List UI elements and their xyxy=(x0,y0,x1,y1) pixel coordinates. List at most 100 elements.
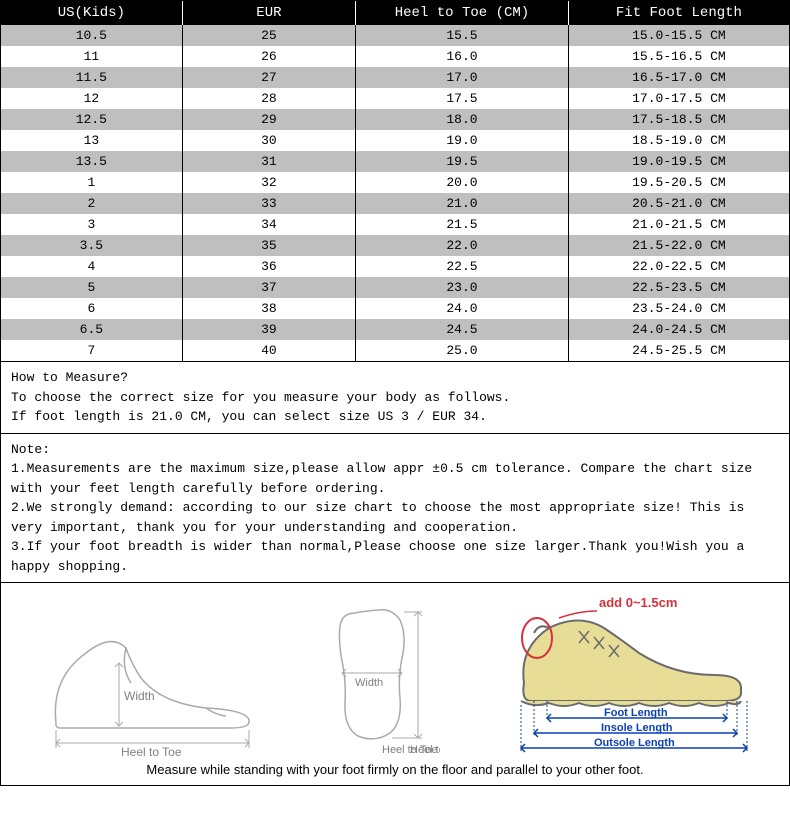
add-label: add 0~1.5cm xyxy=(599,595,677,610)
table-cell: 15.0-15.5 CM xyxy=(568,25,789,46)
insole-length-label: Insole Length xyxy=(601,722,673,734)
table-cell: 24.0 xyxy=(356,298,569,319)
table-cell: 32 xyxy=(182,172,355,193)
diagram-area: Width Heel to Toe Width xyxy=(1,582,789,758)
table-row: 13.53119.519.0-19.5 CM xyxy=(1,151,789,172)
width-label: Width xyxy=(124,689,155,703)
table-cell: 3 xyxy=(1,214,182,235)
table-cell: 4 xyxy=(1,256,182,277)
table-cell: 22.0-22.5 CM xyxy=(568,256,789,277)
table-row: 74025.024.5-25.5 CM xyxy=(1,340,789,361)
foot-length-label: Foot Length xyxy=(604,707,668,719)
table-cell: 11.5 xyxy=(1,67,182,88)
table-cell: 19.5-20.5 CM xyxy=(568,172,789,193)
table-cell: 17.5-18.5 CM xyxy=(568,109,789,130)
table-cell: 12.5 xyxy=(1,109,182,130)
table-cell: 25.0 xyxy=(356,340,569,361)
table-cell: 21.0 xyxy=(356,193,569,214)
table-cell: 10.5 xyxy=(1,25,182,46)
size-chart-container: US(Kids)EURHeel to Toe (CM)Fit Foot Leng… xyxy=(0,0,790,786)
measure-line: To choose the correct size for you measu… xyxy=(11,388,779,408)
measure-title: How to Measure? xyxy=(11,368,779,388)
table-row: 122817.517.0-17.5 CM xyxy=(1,88,789,109)
table-cell: 6 xyxy=(1,298,182,319)
table-cell: 34 xyxy=(182,214,355,235)
size-table: US(Kids)EURHeel to Toe (CM)Fit Foot Leng… xyxy=(1,1,789,361)
diagram-caption: Measure while standing with your foot fi… xyxy=(1,758,789,785)
table-header-row: US(Kids)EURHeel to Toe (CM)Fit Foot Leng… xyxy=(1,1,789,25)
table-cell: 26 xyxy=(182,46,355,67)
table-cell: 19.0-19.5 CM xyxy=(568,151,789,172)
table-cell: 18.5-19.0 CM xyxy=(568,130,789,151)
table-cell: 17.5 xyxy=(356,88,569,109)
table-cell: 22.5-23.5 CM xyxy=(568,277,789,298)
table-header-cell: Heel to Toe (CM) xyxy=(356,1,569,25)
table-cell: 1 xyxy=(1,172,182,193)
table-cell: 30 xyxy=(182,130,355,151)
shoe-diagram: add 0~1.5cm xyxy=(489,593,759,758)
table-cell: 6.5 xyxy=(1,319,182,340)
table-row: 63824.023.5-24.0 CM xyxy=(1,298,789,319)
table-header-cell: Fit Foot Length xyxy=(568,1,789,25)
table-row: 53723.022.5-23.5 CM xyxy=(1,277,789,298)
outsole-length-label: Outsole Length xyxy=(594,737,675,749)
table-cell: 28 xyxy=(182,88,355,109)
table-row: 23321.020.5-21.0 CM xyxy=(1,193,789,214)
table-cell: 36 xyxy=(182,256,355,277)
table-cell: 27 xyxy=(182,67,355,88)
table-row: 33421.521.0-21.5 CM xyxy=(1,214,789,235)
table-cell: 40 xyxy=(182,340,355,361)
table-cell: 21.5 xyxy=(356,214,569,235)
table-cell: 35 xyxy=(182,235,355,256)
table-cell: 37 xyxy=(182,277,355,298)
table-cell: 20.5-21.0 CM xyxy=(568,193,789,214)
table-row: 13220.019.5-20.5 CM xyxy=(1,172,789,193)
table-cell: 39 xyxy=(182,319,355,340)
note-line: 3.If your foot breadth is wider than nor… xyxy=(11,537,779,576)
width-label: Width xyxy=(355,677,383,689)
table-cell: 25 xyxy=(182,25,355,46)
table-cell: 2 xyxy=(1,193,182,214)
table-cell: 24.5 xyxy=(356,319,569,340)
note-line: 1.Measurements are the maximum size,plea… xyxy=(11,459,779,498)
table-cell: 19.0 xyxy=(356,130,569,151)
table-row: 11.52717.016.5-17.0 CM xyxy=(1,67,789,88)
heel-toe-label-2: Heel to Toe xyxy=(382,744,437,756)
table-row: 133019.018.5-19.0 CM xyxy=(1,130,789,151)
table-cell: 33 xyxy=(182,193,355,214)
table-cell: 22.5 xyxy=(356,256,569,277)
table-cell: 24.5-25.5 CM xyxy=(568,340,789,361)
table-cell: 31 xyxy=(182,151,355,172)
table-cell: 22.0 xyxy=(356,235,569,256)
table-row: 43622.522.0-22.5 CM xyxy=(1,256,789,277)
table-row: 10.52515.515.0-15.5 CM xyxy=(1,25,789,46)
table-cell: 38 xyxy=(182,298,355,319)
note-line: 2.We strongly demand: according to our s… xyxy=(11,498,779,537)
table-cell: 23.5-24.0 CM xyxy=(568,298,789,319)
table-row: 6.53924.524.0-24.5 CM xyxy=(1,319,789,340)
table-cell: 11 xyxy=(1,46,182,67)
footprint-diagram: Width Heel to Toe Heel to Toe xyxy=(310,598,440,758)
how-to-measure-block: How to Measure? To choose the correct si… xyxy=(1,361,789,433)
table-cell: 21.0-21.5 CM xyxy=(568,214,789,235)
table-cell: 21.5-22.0 CM xyxy=(568,235,789,256)
table-cell: 24.0-24.5 CM xyxy=(568,319,789,340)
table-cell: 16.5-17.0 CM xyxy=(568,67,789,88)
table-cell: 7 xyxy=(1,340,182,361)
note-block: Note: 1.Measurements are the maximum siz… xyxy=(1,433,789,583)
table-cell: 19.5 xyxy=(356,151,569,172)
table-cell: 15.5-16.5 CM xyxy=(568,46,789,67)
measure-line: If foot length is 21.0 CM, you can selec… xyxy=(11,407,779,427)
table-cell: 18.0 xyxy=(356,109,569,130)
table-cell: 15.5 xyxy=(356,25,569,46)
table-cell: 23.0 xyxy=(356,277,569,298)
table-body: 10.52515.515.0-15.5 CM112616.015.5-16.5 … xyxy=(1,25,789,361)
table-cell: 13 xyxy=(1,130,182,151)
table-cell: 3.5 xyxy=(1,235,182,256)
table-cell: 17.0 xyxy=(356,67,569,88)
note-title: Note: xyxy=(11,440,779,460)
side-foot-diagram: Width Heel to Toe xyxy=(31,608,261,758)
table-row: 12.52918.017.5-18.5 CM xyxy=(1,109,789,130)
table-cell: 12 xyxy=(1,88,182,109)
heel-toe-label: Heel to Toe xyxy=(121,745,182,758)
